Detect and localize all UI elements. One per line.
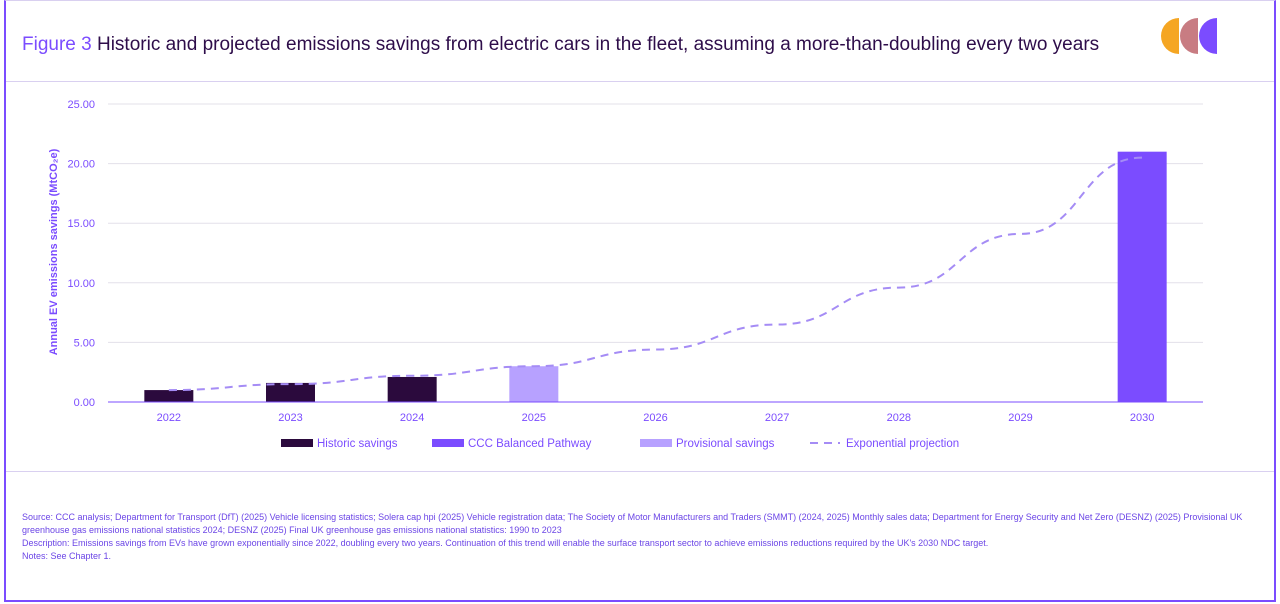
figure-footer: Source: CCC analysis; Department for Tra… (22, 511, 1258, 563)
figure-header: Figure 3 Historic and projected emission… (6, 1, 1274, 82)
y-tick-label: 15.00 (67, 218, 95, 230)
notes-text: Notes: See Chapter 1. (22, 551, 112, 561)
figure-label: Figure 3 (22, 34, 92, 55)
x-tick-labels: 2022 2023 2024 2025 2026 2027 2028 2029 2030 (157, 412, 1155, 424)
ccc-logo-icon (1161, 18, 1217, 54)
x-tick-label-2026: 2026 (643, 412, 667, 424)
x-tick-label-2025: 2025 (522, 412, 546, 424)
figure-title: Figure 3 Historic and projected emission… (22, 34, 1099, 56)
bar-historic-savings-2024 (387, 376, 437, 402)
legend-label-exponential-projection: Exponential projection (846, 438, 959, 450)
x-tick-label-2023: 2023 (278, 412, 302, 424)
grid-lines (108, 103, 1203, 343)
y-tick-label: 0.00 (74, 397, 95, 409)
x-tick-label-2028: 2028 (887, 412, 911, 424)
legend-swatch-historic-savings (281, 439, 313, 447)
x-tick-label-2024: 2024 (400, 412, 424, 424)
projection-line-group (168, 156, 1143, 392)
emissions-chart: 0.00 5.00 10.00 15.00 20.00 25.00 Annual EV e… (48, 99, 1203, 450)
description-text: Description: Emissions savings from EVs … (22, 538, 989, 548)
legend-swatch-ccc-balanced-pathway (432, 439, 464, 447)
bar-historic-savings-2023 (266, 382, 315, 402)
y-tick-labels: 0.00 5.00 10.00 15.00 20.00 25.00 (67, 99, 95, 409)
bar-provisional-savings-2025 (509, 366, 559, 402)
exponential-projection-line (168, 156, 1143, 392)
y-axis-label: Annual EV emissions savings (MtCO₂e) (48, 148, 60, 355)
y-tick-label: 5.00 (74, 337, 95, 349)
x-tick-label-2029: 2029 (1008, 412, 1032, 424)
x-tick-label-2027: 2027 (765, 412, 789, 424)
chart-area: 0.00 5.00 10.00 15.00 20.00 25.00 Annual EV e… (6, 82, 1274, 472)
legend-label-historic-savings: Historic savings (317, 438, 398, 450)
legend: Historic savings CCC Balanced Pathway Prov… (281, 438, 959, 450)
logo-half-circle-purple (1199, 18, 1217, 54)
bar-historic-savings-2022 (144, 390, 194, 402)
legend-label-provisional-savings: Provisional savings (676, 438, 775, 450)
legend-swatch-provisional-savings (640, 439, 672, 447)
figure-title-text: Historic and projected emissions savings… (96, 34, 1100, 55)
x-tick-label-2030: 2030 (1130, 412, 1154, 424)
bar-ccc-balanced-pathway-2030 (1117, 151, 1167, 402)
legend-label-ccc-balanced-pathway: CCC Balanced Pathway (468, 438, 592, 450)
y-tick-label: 10.00 (67, 278, 95, 290)
logo-half-circle-orange (1161, 18, 1179, 54)
x-tick-label-2022: 2022 (157, 412, 181, 424)
figure-frame: Figure 3 Historic and projected emission… (4, 0, 1276, 602)
source-text: Source: CCC analysis; Department for Tra… (22, 512, 1243, 535)
logo-half-circle-pink (1180, 18, 1198, 54)
bars (144, 151, 1167, 402)
y-tick-label: 20.00 (67, 159, 95, 171)
y-tick-label: 25.00 (67, 99, 95, 111)
